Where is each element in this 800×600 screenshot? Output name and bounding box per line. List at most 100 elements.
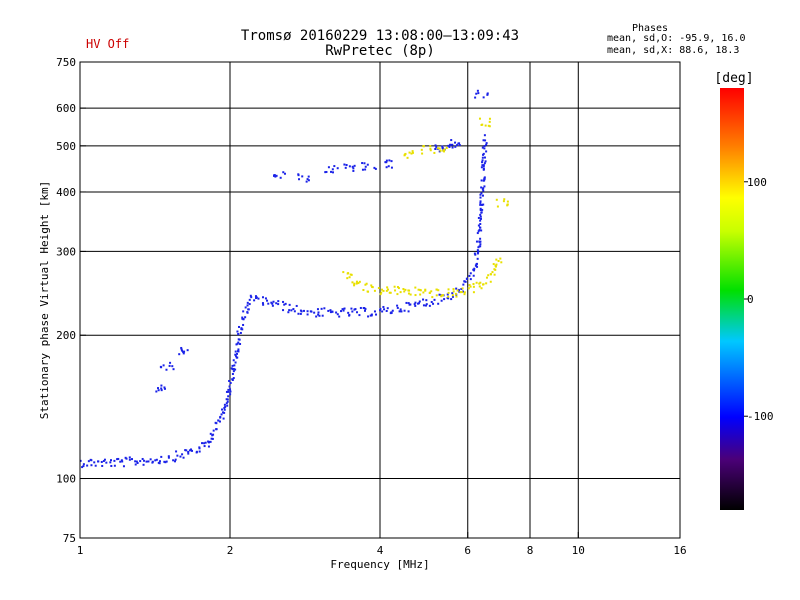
x-tick-label: 2 <box>227 544 234 557</box>
echo-point <box>379 309 382 312</box>
echo-point <box>187 450 190 453</box>
echo-point <box>414 301 417 304</box>
echo-point <box>477 224 480 227</box>
echo-point <box>223 406 226 409</box>
echo-point <box>437 302 440 305</box>
echo-point <box>327 309 330 312</box>
echo-point <box>373 310 376 313</box>
echo-point <box>479 200 482 203</box>
echo-point <box>109 461 112 464</box>
echo-point <box>302 309 305 312</box>
echo-point <box>239 331 242 334</box>
echo-point <box>468 283 471 286</box>
echo-point <box>475 92 478 95</box>
echo-point <box>128 456 131 459</box>
echo-point <box>422 145 425 148</box>
echo-point <box>116 458 119 461</box>
echo-point <box>422 291 425 294</box>
echo-point <box>480 211 483 214</box>
echo-point <box>119 460 122 463</box>
echo-point <box>488 120 491 123</box>
echo-point <box>486 93 489 96</box>
echo-point <box>227 388 230 391</box>
echo-point <box>479 240 482 243</box>
echo-point <box>473 267 476 270</box>
echo-point <box>271 302 274 305</box>
echo-point <box>257 297 260 300</box>
chart-title: Tromsø 20160229 13:08:00–13:09:43 <box>240 28 520 44</box>
echo-point <box>480 186 483 189</box>
echo-point <box>335 311 338 314</box>
echo-point <box>481 194 484 197</box>
echo-point <box>288 309 291 312</box>
echo-point <box>437 147 440 150</box>
echo-point <box>324 171 327 174</box>
echo-point <box>344 166 347 169</box>
echo-point <box>145 460 148 463</box>
echo-point <box>403 290 406 293</box>
echo-point <box>477 216 480 219</box>
echo-point <box>229 393 232 396</box>
echo-point <box>222 417 225 420</box>
echo-point <box>479 217 482 220</box>
echo-point <box>414 304 417 307</box>
echo-point <box>227 395 230 398</box>
echo-point <box>125 457 128 460</box>
echo-point <box>411 150 414 153</box>
echo-traces <box>79 89 509 469</box>
echo-point <box>234 350 237 353</box>
echo-point <box>428 304 431 307</box>
echo-point <box>497 259 500 262</box>
echo-point <box>473 252 476 255</box>
echo-point <box>374 167 377 170</box>
echo-point <box>201 442 204 445</box>
echo-point <box>282 171 285 174</box>
echo-point <box>476 265 479 268</box>
echo-point <box>424 288 427 291</box>
echo-point <box>101 464 104 467</box>
echo-point <box>352 167 355 170</box>
echo-point <box>239 342 242 345</box>
echo-point <box>154 459 157 462</box>
echo-point <box>472 285 475 288</box>
echo-point <box>232 367 235 370</box>
echo-point <box>160 387 163 390</box>
echo-point <box>350 273 353 276</box>
echo-point <box>495 258 498 261</box>
echo-point <box>182 352 185 355</box>
y-tick-label: 300 <box>56 245 76 258</box>
echo-point <box>366 163 369 166</box>
echo-point <box>422 304 425 307</box>
echo-point <box>142 463 145 466</box>
echo-point <box>354 308 357 311</box>
echo-point <box>79 459 82 462</box>
echo-point <box>482 187 485 190</box>
echo-point <box>475 262 478 265</box>
echo-point <box>489 273 492 276</box>
echo-point <box>226 398 229 401</box>
echo-point <box>399 308 402 311</box>
phases-title: Phases <box>631 23 669 34</box>
echo-point <box>455 144 458 147</box>
echo-point <box>135 460 138 463</box>
echo-point <box>113 464 116 467</box>
echo-point <box>363 307 366 310</box>
echo-point <box>481 156 484 159</box>
echo-point <box>479 237 482 240</box>
echo-point <box>478 282 481 285</box>
echo-point <box>180 346 183 349</box>
echo-point <box>301 175 304 178</box>
echo-point <box>451 292 454 295</box>
echo-point <box>385 161 388 164</box>
x-tick-label: 1 <box>77 544 84 557</box>
echo-point <box>419 288 422 291</box>
echo-point <box>229 390 232 393</box>
echo-point <box>443 298 446 301</box>
echo-point <box>477 230 480 233</box>
echo-point <box>238 338 241 341</box>
echo-point <box>249 294 252 297</box>
echo-point <box>287 311 290 314</box>
echo-point <box>435 288 438 291</box>
echo-point <box>173 460 176 463</box>
